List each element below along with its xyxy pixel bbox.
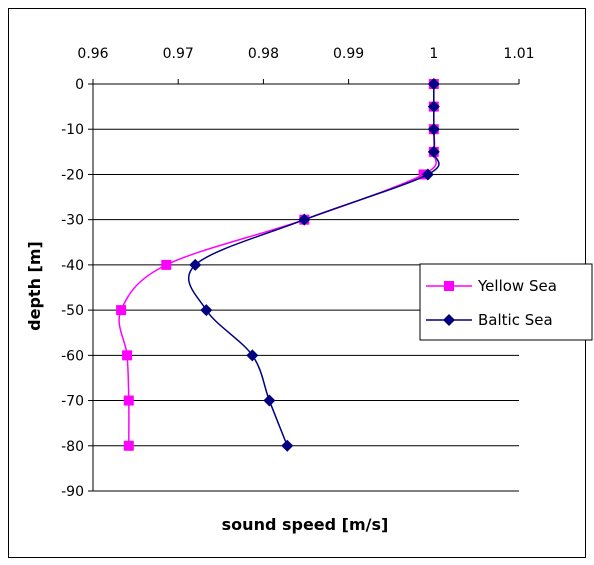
y-axis-ticks: 0 -10 -20 -30 -40 -50 -60 -70 -80 -90 — [61, 77, 93, 500]
legend-item-baltic-sea: Baltic Sea — [426, 311, 553, 329]
x-tick-label: 0.96 — [77, 46, 108, 62]
x-tick-label: 1.01 — [503, 46, 534, 62]
data-point-baltic-sea — [189, 258, 202, 271]
x-tick-label: 0.98 — [248, 46, 279, 62]
x-axis-ticks: 0.96 0.97 0.98 0.99 1 1.01 — [77, 46, 535, 84]
x-tick-label: 0.99 — [333, 46, 364, 62]
legend: Yellow Sea Baltic Sea — [419, 263, 593, 341]
y-tick-label: -20 — [61, 167, 84, 183]
legend-marker — [444, 281, 454, 291]
data-point-baltic-sea — [200, 304, 213, 317]
x-tick-label: 0.97 — [163, 46, 194, 62]
y-tick-label: -90 — [61, 484, 84, 500]
data-point-baltic-sea — [281, 439, 294, 452]
y-axis-label: depth [m] — [25, 241, 44, 331]
y-tick-label: -40 — [61, 258, 84, 274]
y-tick-label: -30 — [61, 213, 84, 229]
data-point-baltic-sea — [246, 349, 259, 362]
legend-box — [419, 263, 593, 341]
y-tick-label: -50 — [61, 303, 84, 319]
data-point-yellow-sea — [123, 395, 134, 406]
y-tick-label: 0 — [75, 77, 84, 93]
legend-label: Baltic Sea — [478, 311, 553, 329]
data-point-yellow-sea — [122, 350, 133, 361]
data-point-yellow-sea — [123, 440, 134, 451]
y-tick-label: -10 — [61, 122, 84, 138]
data-point-yellow-sea — [116, 305, 127, 316]
data-point-baltic-sea — [427, 78, 440, 90]
series-layer — [116, 78, 440, 452]
legend-item-yellow-sea: Yellow Sea — [426, 277, 557, 295]
y-tick-label: -80 — [61, 439, 84, 455]
x-axis-label: sound speed [m/s] — [222, 515, 389, 534]
legend-label: Yellow Sea — [477, 277, 557, 295]
data-point-baltic-sea — [427, 145, 440, 158]
legend-marker — [443, 314, 455, 326]
y-tick-label: -70 — [61, 394, 84, 410]
y-tick-label: -60 — [61, 348, 84, 364]
data-point-yellow-sea — [161, 259, 172, 270]
data-point-baltic-sea — [298, 213, 311, 226]
data-point-baltic-sea — [421, 168, 434, 181]
data-point-baltic-sea — [263, 394, 276, 407]
series-baltic-sea — [187, 78, 440, 452]
data-point-baltic-sea — [427, 123, 440, 136]
x-tick-label: 1 — [429, 46, 438, 62]
data-point-baltic-sea — [427, 100, 440, 113]
